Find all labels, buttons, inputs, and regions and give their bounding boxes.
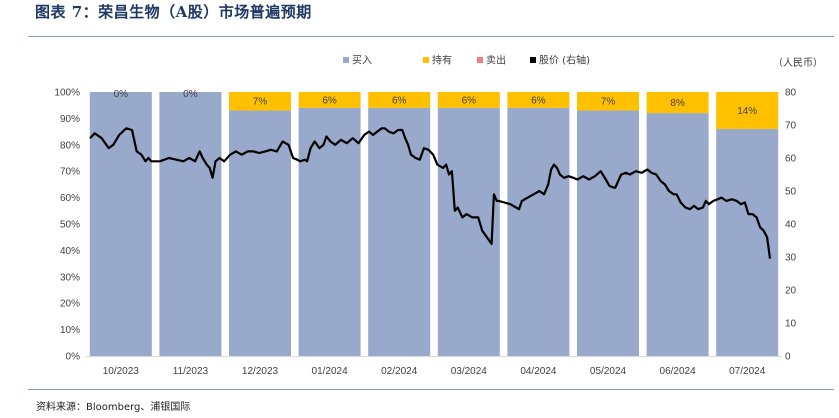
left-tick-label-6: 60% <box>60 193 80 204</box>
right-tick-label-1: 10 <box>785 319 797 330</box>
bar-buy-2 <box>229 110 291 356</box>
price-line-group <box>89 127 772 259</box>
bar-labels-group: 0% 0% 7% 6% 6% 6% 6% 7% 8% 14% <box>114 89 758 117</box>
x-tick-label-0: 10/2023 <box>103 366 140 377</box>
bar-data-label-2: 7% <box>253 97 268 108</box>
right-axis-unit: （人民币） <box>773 57 823 69</box>
left-tick-label-3: 30% <box>60 272 80 283</box>
left-tick-label-8: 80% <box>60 140 80 151</box>
legend: 买入 持有 卖出 股价 (右轴) <box>343 54 590 67</box>
bar-data-label-3: 6% <box>322 95 337 106</box>
x-tick-label-3: 01/2024 <box>312 366 349 377</box>
legend-label-0: 买入 <box>352 55 372 67</box>
share-price-line <box>89 127 772 259</box>
bar-buy-8 <box>646 113 709 357</box>
bar-buy-1 <box>159 92 222 356</box>
bar-hold-9 <box>716 92 779 129</box>
bar-hold-5 <box>437 92 500 108</box>
x-tick-label-6: 04/2024 <box>520 366 557 377</box>
legend-label-3: 股价 (右轴) <box>539 54 590 67</box>
bar-data-label-9: 14% <box>737 106 757 117</box>
x-tick-label-4: 02/2024 <box>381 366 418 377</box>
legend-swatch-0 <box>343 57 349 63</box>
bar-data-label-8: 8% <box>670 98 685 109</box>
left-tick-label-4: 40% <box>60 246 80 257</box>
bar-data-label-1: 0% <box>183 89 198 100</box>
bar-hold-2 <box>229 92 291 111</box>
left-tick-label-7: 70% <box>60 167 80 178</box>
left-tick-label-9: 90% <box>60 114 80 125</box>
bar-buy-4 <box>368 107 431 356</box>
x-tick-label-9: 07/2024 <box>729 366 766 377</box>
bar-hold-3 <box>298 92 361 108</box>
left-tick-label-5: 50% <box>60 220 80 231</box>
left-tick-label-0: 0% <box>66 352 81 363</box>
right-tick-label-6: 60 <box>785 154 797 165</box>
left-tick-label-10: 100% <box>54 88 80 99</box>
source-note: 资料来源：Bloomberg、浦银国际 <box>36 402 191 413</box>
bar-buy-3 <box>298 107 361 356</box>
bar-data-label-7: 7% <box>601 97 616 108</box>
legend-swatch-3 <box>530 57 536 63</box>
axes-group: 0% 10% 20% 30% 40% 50% 60% 70% 80% 90% 100% 0 10 20 30… <box>54 88 796 378</box>
bar-data-label-6: 6% <box>531 95 546 106</box>
figure-title: 图表 7：荣昌生物（A股）市场普遍预期 <box>35 3 312 21</box>
bar-hold-8 <box>646 92 709 114</box>
x-tick-label-1: 11/2023 <box>173 366 209 377</box>
x-tick-label-7: 05/2024 <box>590 366 627 377</box>
bar-data-label-5: 6% <box>462 95 477 106</box>
bar-data-label-0: 0% <box>114 89 129 100</box>
legend-label-1: 持有 <box>432 54 452 67</box>
bar-buy-6 <box>507 107 570 356</box>
bar-hold-7 <box>577 92 639 111</box>
right-tick-label-0: 0 <box>785 352 791 363</box>
right-tick-label-8: 80 <box>785 88 797 99</box>
right-tick-label-4: 40 <box>785 220 797 231</box>
right-tick-label-7: 70 <box>785 121 797 132</box>
bar-hold-4 <box>368 92 431 108</box>
legend-label-2: 卖出 <box>486 54 506 67</box>
x-tick-label-8: 06/2024 <box>660 366 697 377</box>
right-tick-label-3: 30 <box>785 253 797 264</box>
x-tick-label-5: 03/2024 <box>451 366 488 377</box>
bar-buy-7 <box>577 110 639 356</box>
bar-hold-6 <box>507 92 570 108</box>
bar-data-label-4: 6% <box>392 95 407 106</box>
bar-buy-5 <box>437 107 500 356</box>
bottom-rule <box>28 389 834 390</box>
left-tick-label-2: 20% <box>60 299 80 310</box>
x-tick-label-2: 12/2023 <box>242 366 279 377</box>
right-tick-label-5: 50 <box>785 187 797 198</box>
legend-swatch-1 <box>423 57 429 63</box>
left-tick-label-1: 10% <box>60 325 80 336</box>
right-tick-label-2: 20 <box>785 286 797 297</box>
legend-swatch-2 <box>477 57 483 63</box>
bar-buy-0 <box>89 92 152 356</box>
top-rule <box>28 36 834 37</box>
bars-group <box>89 92 779 357</box>
